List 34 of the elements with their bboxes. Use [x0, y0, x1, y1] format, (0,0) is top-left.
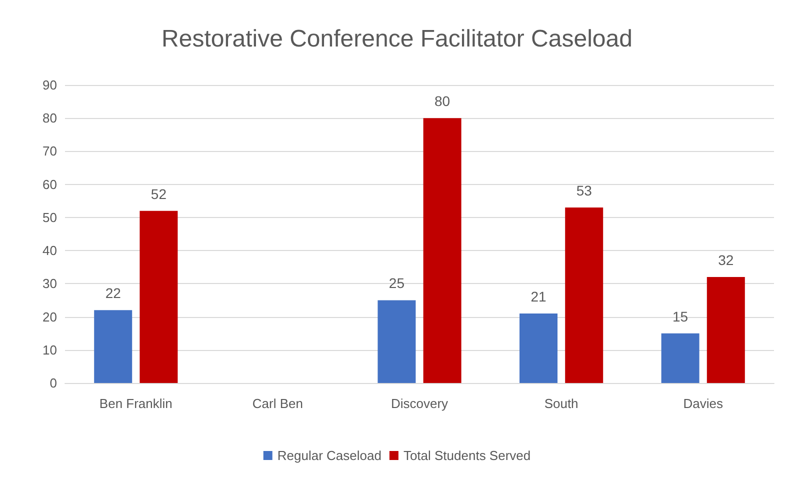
x-tick-label: Ben Franklin	[99, 396, 172, 411]
data-label: 52	[150, 186, 167, 202]
bar	[94, 310, 132, 383]
y-tick-label: 70	[42, 144, 57, 159]
bar	[423, 118, 462, 383]
data-label: 32	[718, 252, 734, 268]
data-label: 21	[530, 288, 546, 304]
y-tick-label: 40	[42, 243, 57, 258]
bar	[565, 208, 604, 383]
data-label: 15	[672, 308, 688, 324]
y-tick-label: 50	[42, 210, 57, 225]
bar	[378, 300, 416, 383]
data-label: 22	[105, 285, 122, 302]
y-tick-label: 20	[42, 309, 57, 324]
y-tick-label: 80	[42, 110, 57, 126]
x-tick-label: Discovery	[390, 396, 449, 411]
legend-label: Regular Caseload	[277, 448, 382, 463]
x-tick-label: Davies	[683, 396, 724, 411]
y-tick-label: 10	[42, 342, 57, 358]
bar	[661, 333, 700, 383]
data-label: 25	[388, 275, 405, 292]
bar	[140, 210, 178, 383]
y-tick-label: 30	[42, 276, 57, 292]
bar	[520, 313, 558, 383]
x-tick-label: South	[544, 396, 578, 411]
data-label: 80	[434, 93, 450, 110]
bar	[706, 277, 745, 383]
chart-title: Restorative Conference Facilitator Caseload	[162, 26, 632, 52]
x-tick-label: Carl Ben	[252, 396, 303, 411]
legend-label: Total Students Served	[403, 448, 531, 463]
y-tick-label: 90	[42, 78, 57, 92]
data-label: 53	[576, 182, 592, 199]
y-tick-label: 0	[50, 376, 57, 390]
y-tick-label: 60	[42, 176, 57, 192]
